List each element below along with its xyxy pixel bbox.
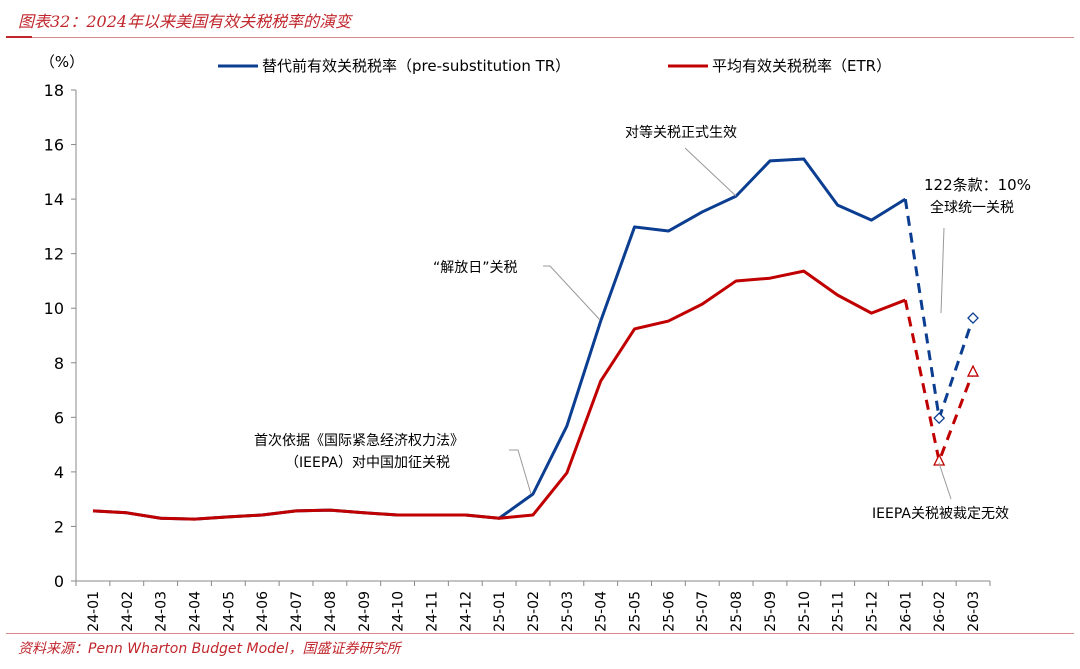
- y-tick-label: 10: [44, 299, 64, 318]
- legend-label-1: 平均有效关税税率（ETR）: [712, 57, 891, 75]
- annotation-leader: [938, 462, 952, 500]
- series-line-0: [92, 157, 907, 521]
- x-tick-label: 25-06: [661, 591, 677, 632]
- title-divider-accent: [6, 36, 32, 38]
- y-tick-label: 8: [54, 354, 64, 373]
- y-axis-unit: （%）: [40, 53, 84, 71]
- x-tick-label: 24-06: [255, 591, 271, 632]
- annotation-ieepa-invalid: IEEPA关税被裁定无效: [872, 506, 1009, 522]
- x-tick-label: 25-01: [492, 591, 508, 632]
- x-tick-label: 24-03: [154, 591, 170, 632]
- x-tick-label: 25-10: [797, 591, 813, 632]
- x-tick-label: 25-08: [729, 591, 745, 632]
- y-tick-label: 0: [54, 572, 64, 591]
- y-tick-label: 6: [54, 408, 64, 427]
- chart-title: 图表32：2024年以来美国有效关税税率的演变: [18, 12, 352, 31]
- y-tick-label: 14: [44, 190, 64, 209]
- annotation-leader: [509, 449, 532, 495]
- x-tick-label: 24-02: [120, 591, 136, 632]
- y-tick-label: 18: [44, 81, 64, 100]
- source-note: 资料来源：Penn Wharton Budget Model，国盛证券研究所: [18, 641, 401, 657]
- series-forecast-1: [903, 299, 975, 467]
- title-divider: [6, 37, 1074, 38]
- x-tick-label: 25-09: [763, 591, 779, 632]
- x-tick-label: 25-04: [594, 591, 610, 632]
- y-tick-label: 16: [44, 136, 64, 155]
- series-line-1: [92, 269, 906, 521]
- y-tick-label: 2: [54, 517, 64, 536]
- series-forecast-0: [903, 198, 975, 419]
- x-tick-label: 26-01: [898, 591, 914, 632]
- x-tick-label: 24-05: [221, 591, 237, 632]
- annotation-ieepa-china-1: 首次依据《国际紧急经济权力法》: [254, 433, 464, 449]
- diamond-marker: [933, 412, 946, 425]
- x-tick-label: 24-11: [424, 591, 440, 632]
- x-tick-label: 25-11: [831, 591, 847, 632]
- x-tick-label: 24-12: [458, 591, 474, 632]
- x-tick-label: 26-03: [966, 591, 982, 632]
- x-tick-label: 26-02: [932, 591, 948, 632]
- x-tick-label: 24-10: [391, 591, 407, 632]
- x-tick-label: 24-04: [188, 591, 204, 632]
- x-tick-label: 25-12: [864, 591, 880, 632]
- x-tick-label: 24-09: [357, 591, 373, 632]
- x-tick-label: 25-07: [695, 591, 711, 632]
- legend-label-0: 替代前有效关税税率（pre-substitution TR）: [262, 57, 570, 75]
- x-tick-label: 25-03: [560, 591, 576, 632]
- triangle-marker: [966, 364, 980, 377]
- annotation-leader: [684, 147, 737, 197]
- x-tick-label: 24-08: [323, 591, 339, 632]
- y-tick-label: 4: [54, 463, 64, 482]
- annotation-section122-2: 全球统一关税: [930, 199, 1014, 216]
- source-divider: [6, 633, 1074, 634]
- annotation-reciprocal: 对等关税正式生效: [625, 124, 737, 141]
- annotation-ieepa-china-2: （IEEPA）对中国加征关税: [285, 455, 450, 471]
- annotation-leader: [543, 265, 601, 321]
- annotation-leader: [940, 227, 945, 314]
- diamond-marker: [967, 312, 979, 324]
- annotation-section122-1: 122条款：10%: [924, 176, 1031, 194]
- x-tick-label: 24-07: [289, 591, 305, 632]
- y-tick-label: 12: [44, 245, 64, 264]
- x-tick-label: 25-05: [628, 591, 644, 632]
- x-tick-label: 24-01: [86, 591, 102, 632]
- x-tick-label: 25-02: [526, 591, 542, 632]
- annotation-liberation-day: “解放日”关税: [433, 260, 518, 276]
